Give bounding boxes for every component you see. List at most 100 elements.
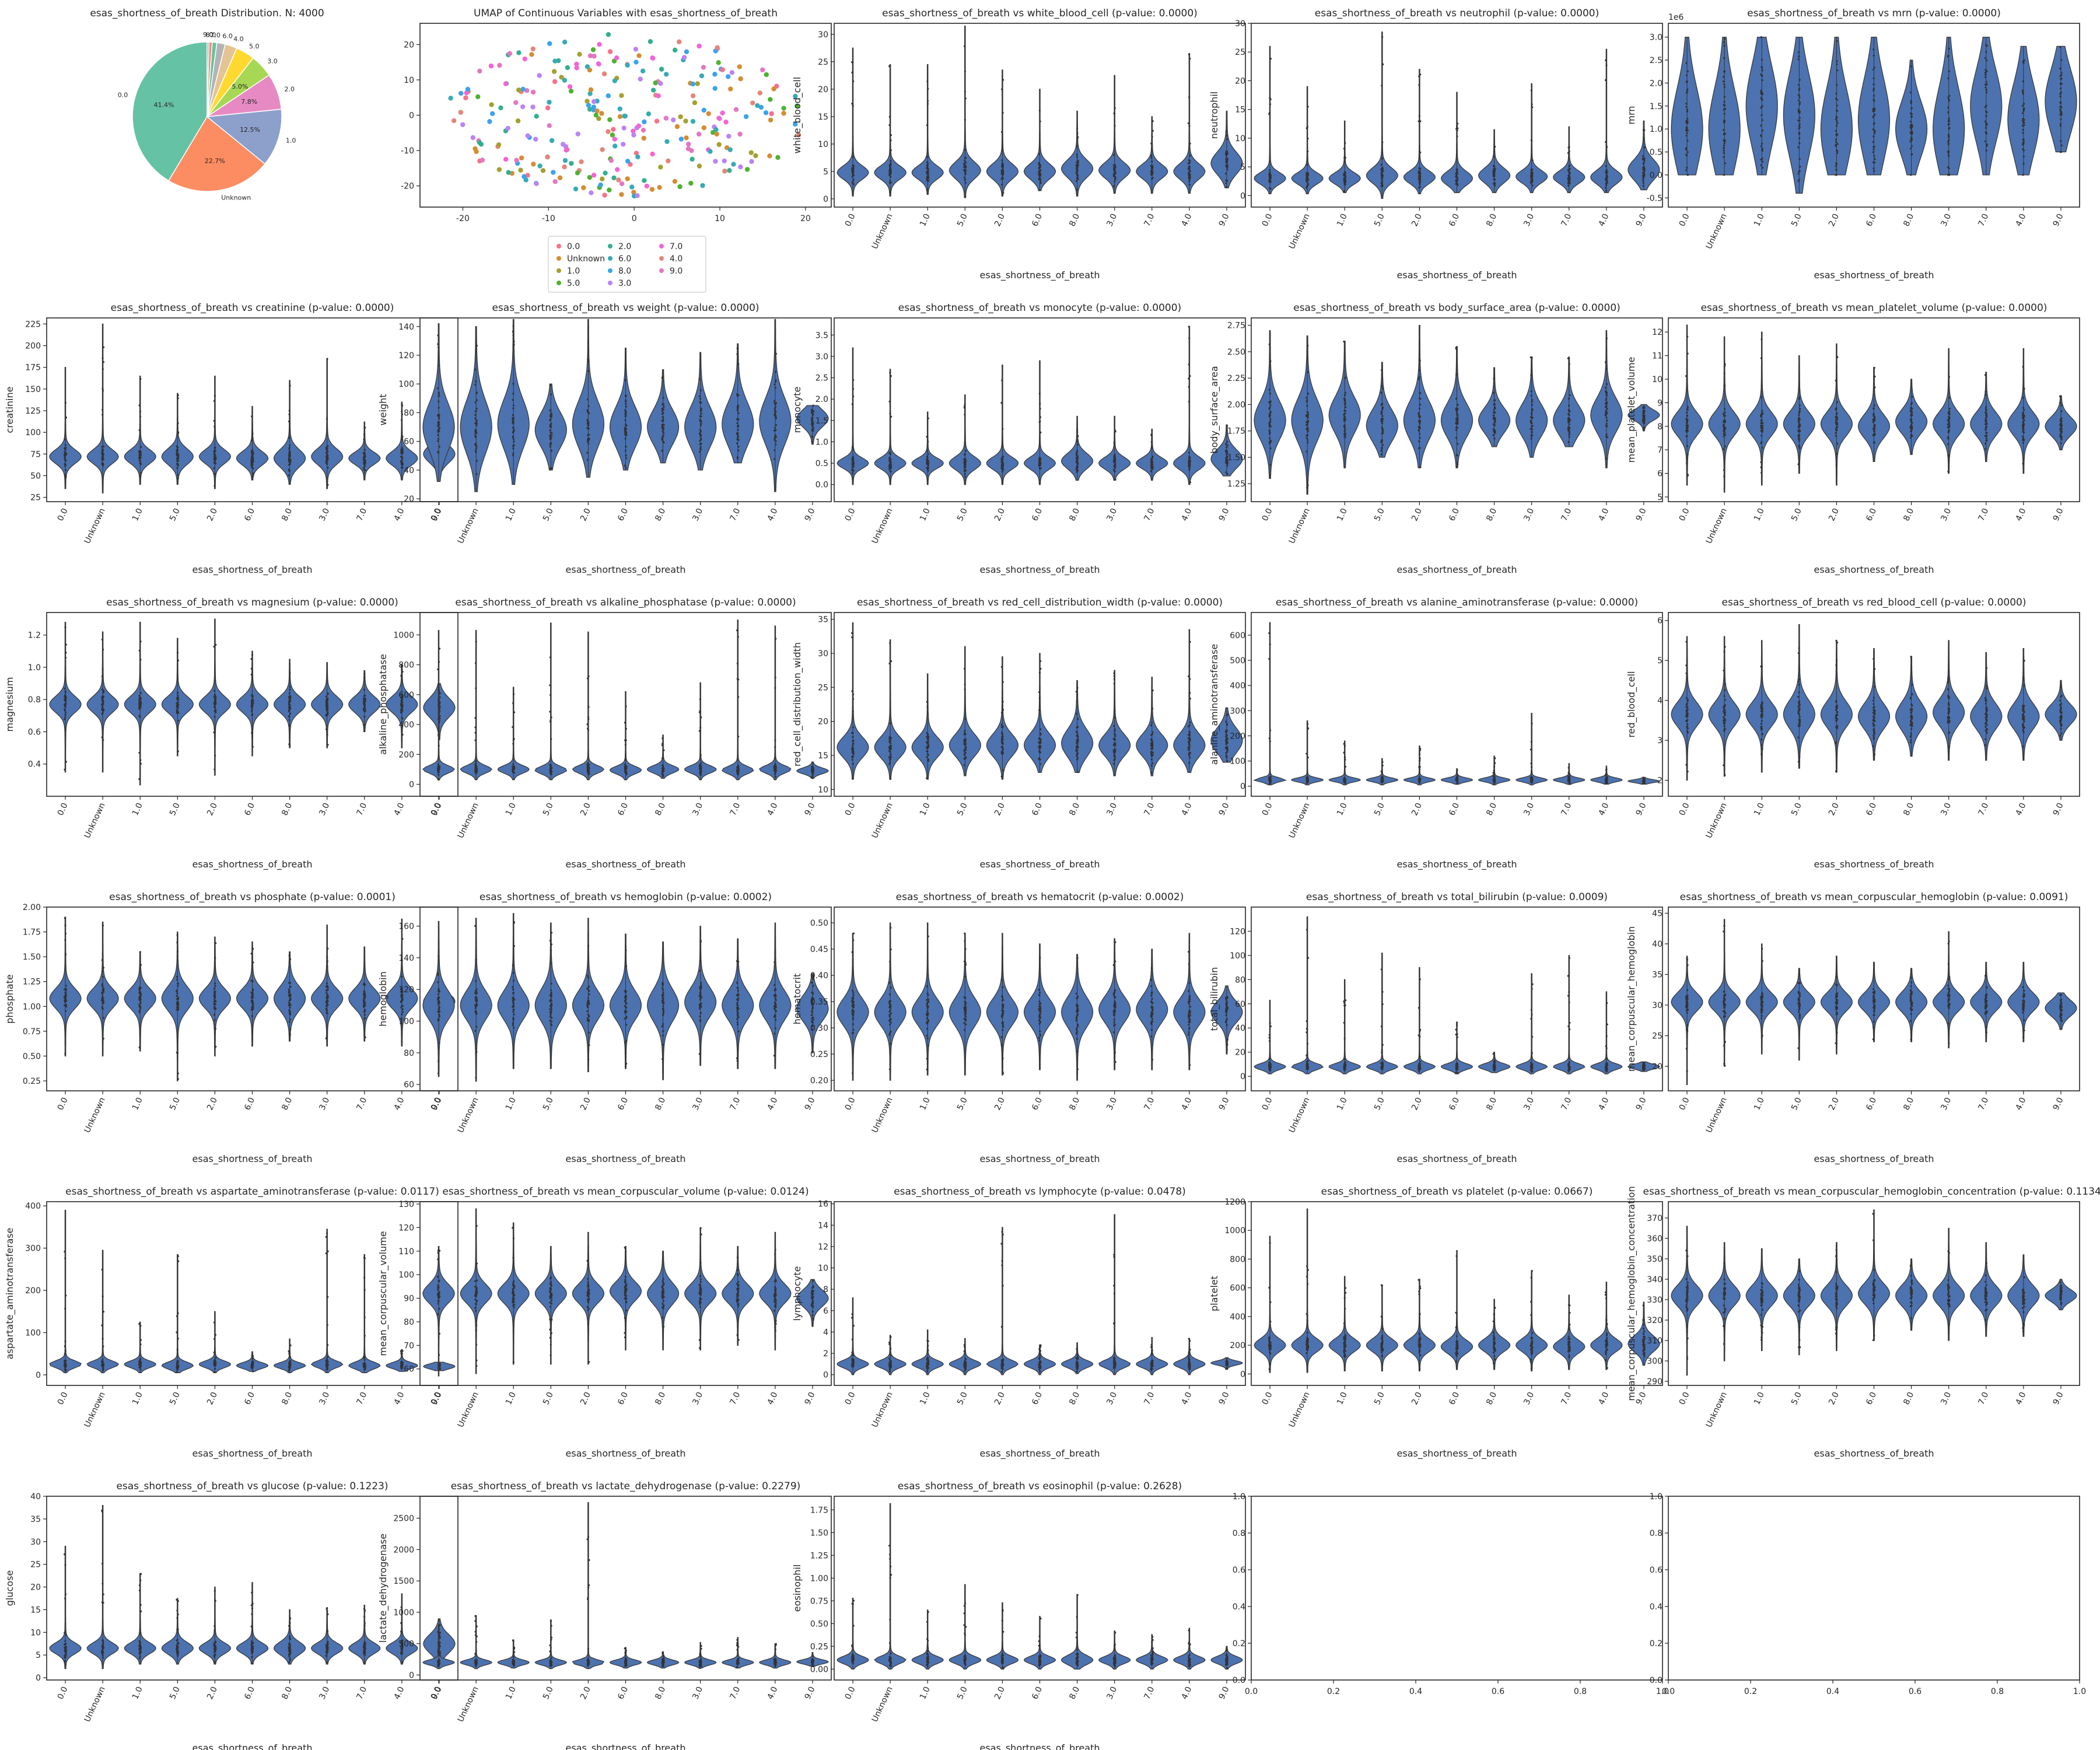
y-tick-label: 25 (1235, 48, 1245, 57)
violin-point (1494, 419, 1496, 422)
violin-point (363, 433, 366, 436)
violin-point (1685, 169, 1688, 172)
violin-point (64, 474, 66, 476)
violin-point (1985, 124, 1987, 127)
violin-point (699, 415, 701, 418)
violin-point (2021, 435, 2024, 438)
y-tick-label: 175 (25, 363, 41, 373)
violin-point (1836, 117, 1838, 119)
violin-point (587, 358, 589, 360)
violin-point (1643, 415, 1646, 417)
violin-point (736, 393, 738, 396)
violin-point (888, 172, 891, 174)
violin-point (400, 419, 403, 421)
violin-point (1381, 171, 1383, 174)
violin-point (214, 694, 216, 696)
violin-point (1604, 79, 1607, 81)
violin-point (1873, 167, 1875, 170)
scatter-point (498, 105, 503, 111)
scatter-point (465, 86, 471, 92)
violin-point (2022, 128, 2024, 131)
violin-point (1188, 400, 1191, 403)
violin-point (2060, 431, 2063, 433)
x-tick-label: 9.0 (1634, 212, 1648, 228)
subplot-1: esas_shortness_of_breath Distribution. N… (90, 8, 324, 202)
violin-point (1189, 481, 1191, 484)
violin-point (1873, 155, 1875, 158)
y-tick-label: 10 (818, 140, 828, 149)
violin-point (475, 640, 477, 643)
violin-point (1836, 416, 1838, 418)
violin-point (1382, 63, 1384, 65)
violin-point (852, 180, 854, 183)
y-tick-label: 8 (1657, 422, 1662, 432)
violin-point (1910, 131, 1913, 134)
x-tick-label: 6.0 (1447, 212, 1461, 228)
legend-marker (556, 256, 561, 261)
violin-point (775, 443, 777, 446)
violin-point (890, 181, 892, 184)
violin-point (101, 450, 103, 453)
violin-point (1344, 391, 1346, 394)
x-tick-label: 4.0 (1180, 507, 1194, 523)
violin-point (438, 346, 440, 348)
violin-point (1686, 108, 1689, 111)
violin-point (663, 432, 665, 435)
violin-point (1604, 390, 1607, 393)
violin-point (1798, 123, 1801, 125)
violin-point (401, 733, 404, 736)
violin-point (438, 427, 440, 429)
violin-point (1723, 435, 1725, 438)
violin-point (1151, 457, 1153, 459)
violin-point (1188, 337, 1191, 340)
pie-label: 4.0 (233, 36, 244, 43)
violin-point (625, 446, 627, 448)
violin-point (1835, 174, 1837, 176)
violin-point (1531, 159, 1534, 162)
violin-point (1798, 132, 1800, 134)
violin-point (401, 435, 404, 438)
violin-point (140, 446, 142, 448)
violin-point (288, 699, 290, 701)
scatter-point (728, 86, 733, 92)
x-tick-label: 2.0 (579, 802, 593, 817)
violin-point (1798, 445, 1800, 447)
scatter-point (764, 72, 769, 78)
violin-point (1910, 115, 1913, 117)
scatter-point (690, 118, 696, 124)
violin-point (363, 452, 366, 454)
violin-point (1306, 437, 1308, 439)
violin-point (2059, 88, 2062, 90)
violin-point (1306, 439, 1309, 441)
y-tick-label: 0.0 (816, 481, 828, 490)
scatter-point (503, 156, 509, 162)
violin-point (1457, 420, 1459, 422)
violin-point (1947, 111, 1950, 114)
scatter-point (612, 136, 618, 142)
violin-point (250, 657, 253, 660)
subplot-7: esas_shortness_of_breath vs weight (p-va… (377, 302, 832, 576)
scatter-point (676, 39, 682, 44)
violin-point (1760, 135, 1762, 137)
violin-point (438, 446, 440, 448)
violin-point (1798, 103, 1801, 106)
scatter-point (589, 190, 594, 195)
scatter-point (656, 93, 661, 99)
violin-point (1306, 172, 1308, 174)
violin-point (1002, 79, 1005, 81)
violin-point (1685, 106, 1688, 108)
y-tick-label: -20 (401, 182, 414, 191)
violin-point (363, 724, 366, 726)
violin-point (512, 435, 514, 438)
violin-point (1381, 444, 1384, 446)
x-tick-label: 9.0 (1634, 507, 1648, 523)
violin-point (102, 456, 104, 459)
x-tick-label: Unknown (456, 507, 481, 545)
violin-point (475, 762, 477, 764)
violin-point (550, 449, 552, 452)
violin-point (550, 436, 552, 439)
scatter-point (678, 136, 684, 142)
violin-point (437, 343, 439, 345)
violin-point (1605, 187, 1607, 189)
violin-point (624, 419, 626, 421)
